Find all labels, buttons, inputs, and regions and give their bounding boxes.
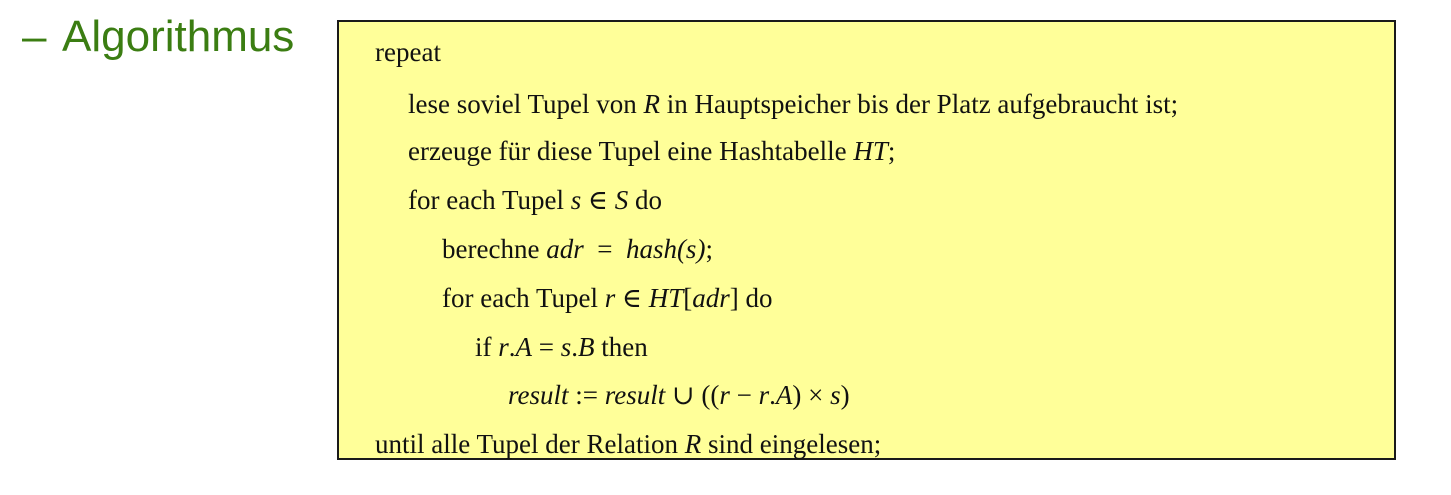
code-variable: s [560, 332, 572, 362]
code-text: := [568, 380, 605, 410]
code-variable: R [684, 429, 702, 459]
code-line-build-hashtable: erzeuge für diese Tupel eine Hashtabelle… [408, 134, 895, 168]
code-text: ∈ [615, 283, 649, 313]
code-line-for-each-r: for each Tupel r ∈ HT[adr] do [442, 281, 773, 315]
code-line-until: until alle Tupel der Relation R sind ein… [375, 427, 881, 461]
code-text: lese soviel Tupel von [408, 89, 644, 119]
code-variable: r [604, 283, 616, 313]
bullet-label: Algorithmus [62, 12, 295, 61]
code-text: ∈ [581, 185, 615, 215]
code-text: . [769, 380, 776, 410]
code-variable: result [604, 380, 666, 410]
code-text: ) [840, 380, 850, 410]
code-variable: s [570, 185, 582, 215]
code-variable: adr [546, 234, 584, 264]
code-text: berechne [442, 234, 547, 264]
code-text: = [532, 332, 561, 362]
code-text: if [475, 332, 499, 362]
code-text: ; [887, 136, 896, 166]
code-line-result-union: result := result ∪ ((r − r.A) × s) [508, 378, 850, 412]
code-line-for-each-s: for each Tupel s ∈ S do [408, 183, 662, 217]
code-variable: r [758, 380, 770, 410]
code-variable: A [775, 380, 793, 410]
code-line-compute-address: berechne adr = hash(s); [442, 232, 713, 266]
code-variable: r [498, 332, 509, 362]
code-text: ∪ (( [665, 380, 720, 410]
code-text: ] do [729, 283, 773, 313]
code-variable: HT [853, 136, 888, 166]
code-text: . [508, 332, 516, 362]
code-text: . [571, 332, 579, 362]
code-text: do [628, 185, 662, 215]
code-text: for each Tupel [408, 185, 571, 215]
code-text: ) × [792, 380, 831, 410]
code-text: [ [683, 283, 693, 313]
code-text: − [729, 380, 759, 410]
code-variable: hash(s) [625, 234, 706, 264]
code-variable: S [614, 185, 629, 215]
code-variable: HT [648, 283, 684, 313]
bullet-heading: – Algorithmus [22, 10, 294, 64]
code-text: erzeuge für diese Tupel eine Hashtabelle [408, 136, 854, 166]
code-line-read-tuples: lese soviel Tupel von R in Hauptspeicher… [408, 87, 1178, 121]
code-variable: r [719, 380, 730, 410]
code-variable: adr [692, 283, 730, 313]
code-text: then [594, 332, 648, 362]
code-text: sind eingelesen; [701, 429, 882, 459]
code-text: ; [705, 234, 713, 264]
code-text: repeat [375, 37, 441, 67]
bullet-dash: – [22, 12, 47, 61]
code-line-repeat: repeat [375, 35, 441, 69]
code-variable: result [508, 380, 569, 410]
code-variable: B [578, 332, 595, 362]
code-variable: s [830, 380, 841, 410]
algorithm-box: repeat lese soviel Tupel von R in Haupts… [337, 20, 1396, 460]
code-text: for each Tupel [442, 283, 605, 313]
code-text: in Hauptspeicher bis der Platz aufgebrau… [660, 89, 1179, 119]
code-line-if-condition: if r.A = s.B then [475, 330, 648, 364]
code-variable: R [643, 89, 661, 119]
code-text: = [583, 234, 626, 264]
code-variable: A [515, 332, 533, 362]
code-text: until alle Tupel der Relation [375, 429, 685, 459]
